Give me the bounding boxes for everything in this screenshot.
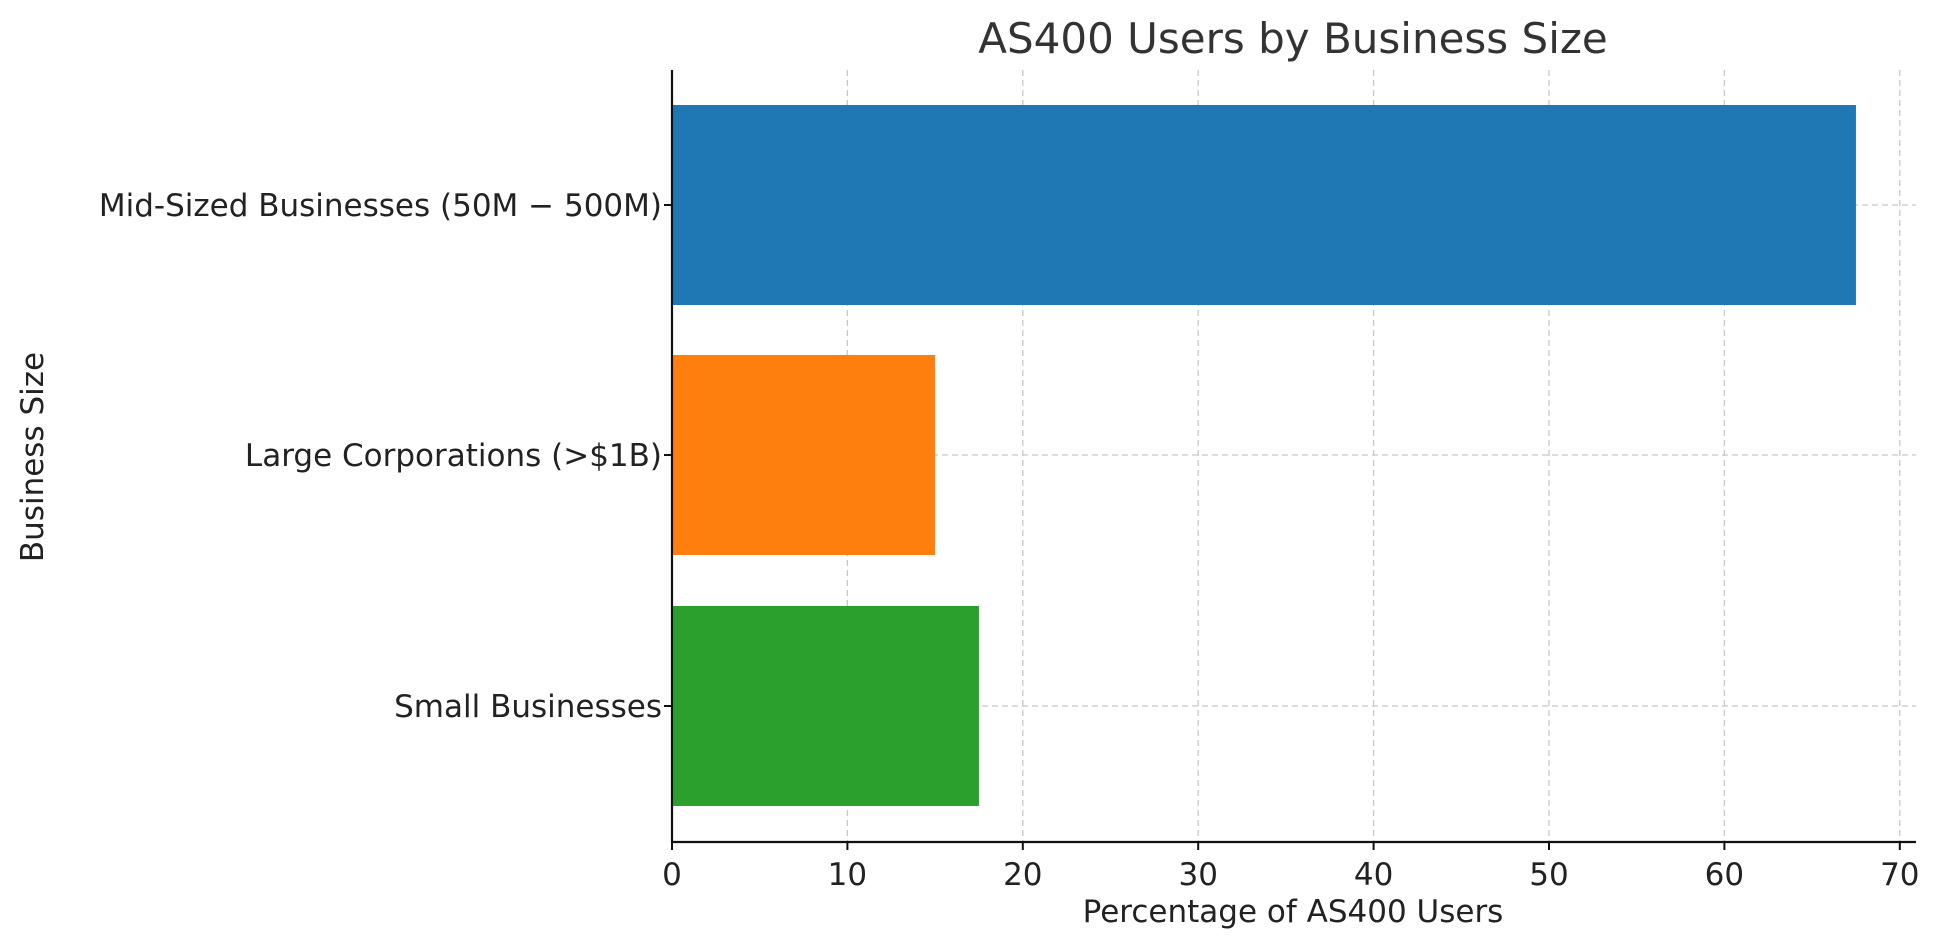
y-axis-label: Business Size: [15, 352, 51, 562]
category-label: Small Businesses: [394, 689, 662, 725]
x-tick-label: 70: [1880, 857, 1919, 893]
bar-1: [672, 355, 936, 555]
bar-2: [672, 606, 979, 806]
x-tick-label: 50: [1529, 857, 1568, 893]
chart-title: AS400 Users by Business Size: [978, 14, 1608, 63]
x-tick-label: 40: [1354, 857, 1393, 893]
category-label: Large Corporations (>$1B): [245, 438, 662, 474]
x-axis-label: Percentage of AS400 Users: [1083, 894, 1504, 930]
x-tick-label: 30: [1178, 857, 1217, 893]
axis-ticks: 0 10 20 30 40 50 60 70 Mid-Sized Businesses (50M…: [99, 188, 1920, 893]
category-label: Mid-Sized Businesses (50M − 500M): [99, 188, 662, 224]
x-tick-label: 0: [662, 857, 682, 893]
bar-0: [672, 105, 1856, 305]
x-tick-label: 10: [828, 857, 867, 893]
x-tick-label: 20: [1003, 857, 1042, 893]
x-tick-label: 60: [1705, 857, 1744, 893]
bars: [672, 105, 1856, 806]
